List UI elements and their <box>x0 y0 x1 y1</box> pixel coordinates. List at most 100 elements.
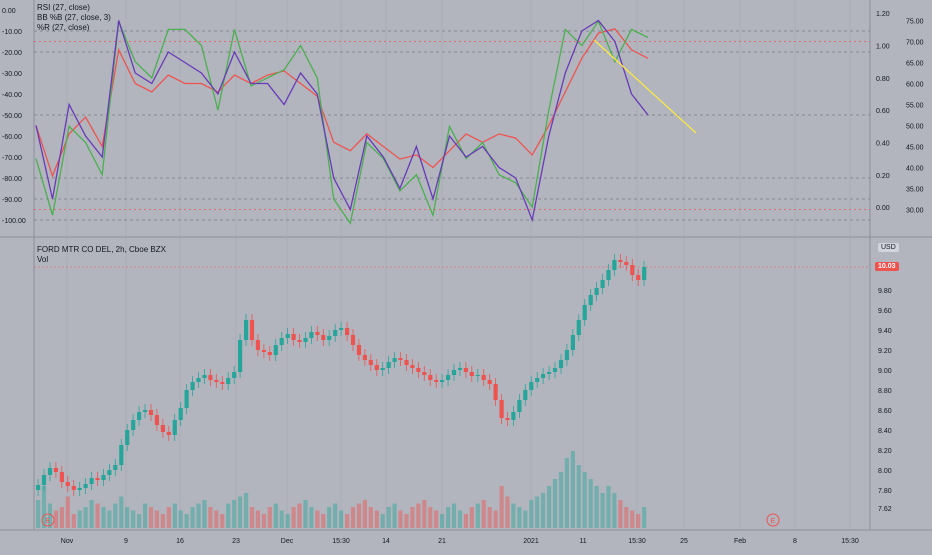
time-axis-label: 15:30 <box>628 538 646 545</box>
candle-body <box>576 320 581 335</box>
volume-bar <box>267 507 272 528</box>
volume-bar <box>588 479 593 528</box>
candle-body <box>172 420 177 435</box>
candle-body <box>552 368 558 372</box>
volume-bar <box>125 507 130 528</box>
earnings-marker <box>41 513 55 527</box>
volume-bar <box>327 507 332 528</box>
candle-body <box>469 372 474 376</box>
candle-body <box>428 375 433 380</box>
volume-bar <box>83 507 88 528</box>
volume-bar <box>172 503 177 528</box>
volume-label[interactable]: Vol <box>37 255 49 264</box>
candle-body <box>89 478 94 484</box>
candle-body <box>529 382 534 390</box>
candle-body <box>380 368 385 370</box>
candle-body <box>53 468 58 472</box>
candle-body <box>249 320 255 340</box>
candle-body <box>327 336 332 340</box>
volume-bar <box>71 514 76 528</box>
candle-body <box>178 408 183 420</box>
left-axis-tick: -50.00 <box>2 113 22 120</box>
volume-bar <box>65 496 70 528</box>
candle-body <box>160 425 165 432</box>
candle-body <box>190 382 195 390</box>
volume-bar <box>160 514 165 528</box>
volume-bar <box>249 507 255 528</box>
volume-bar <box>499 486 504 528</box>
candle-body <box>374 365 379 370</box>
right-axis-rsi-tick: 65.00 <box>906 61 924 68</box>
volume-bar <box>523 510 528 528</box>
price-axis-tick: 9.20 <box>878 348 892 355</box>
candle-body <box>214 380 219 382</box>
volume-bar <box>166 507 171 528</box>
currency-badge[interactable]: USD <box>878 243 899 252</box>
left-axis-tick: -80.00 <box>2 176 22 183</box>
volume-bar <box>47 503 53 528</box>
right-axis-bb-tick: 0.80 <box>876 76 890 83</box>
candle-body <box>267 352 272 355</box>
candle-body <box>244 320 249 340</box>
candle-body <box>297 340 302 342</box>
candle-body <box>481 375 486 380</box>
candle-body <box>386 362 391 368</box>
legend-wr[interactable]: %R (27, close) <box>37 23 90 32</box>
symbol-title[interactable]: FORD MTR CO DEL, 2h, Cboe BZX <box>37 245 166 254</box>
volume-bar <box>487 507 492 528</box>
volume-bar <box>190 507 195 528</box>
volume-bar <box>511 503 516 528</box>
candle-body <box>321 335 326 340</box>
volume-bar <box>59 507 64 528</box>
volume-bar <box>505 496 510 528</box>
candle-body <box>636 275 641 280</box>
time-axis-label: 21 <box>438 538 446 545</box>
volume-bar <box>143 503 148 528</box>
candle-body <box>434 380 439 382</box>
price-axis-tick: 9.40 <box>878 328 892 335</box>
volume-bar <box>244 493 249 528</box>
candle-body <box>36 485 41 490</box>
volume-bar <box>600 493 605 528</box>
volume-bar <box>154 510 159 528</box>
candle-body <box>220 382 225 384</box>
volume-bar <box>434 510 439 528</box>
rsi-line <box>35 28 649 178</box>
candle-body <box>446 375 451 380</box>
volume-bar <box>297 503 302 528</box>
right-axis-rsi-tick: 40.00 <box>906 166 924 173</box>
candle-body <box>333 330 338 336</box>
candle-body <box>416 368 421 372</box>
right-axis-rsi-tick: 45.00 <box>906 145 924 152</box>
candle-body <box>101 475 106 480</box>
volume-bar <box>309 507 314 528</box>
candle-body <box>285 334 290 338</box>
earnings-marker-label: E <box>46 518 51 525</box>
volume-bar <box>410 507 415 528</box>
volume-bar <box>362 500 367 528</box>
legend-rsi[interactable]: RSI (27, close) <box>37 3 90 12</box>
trend-line <box>593 39 697 134</box>
time-axis-label: Dec <box>281 538 294 545</box>
candle-body <box>493 384 498 400</box>
volume-bar <box>255 510 260 528</box>
candle-body <box>392 358 397 362</box>
right-axis-bb-tick: 1.00 <box>876 44 890 51</box>
volume-bar <box>398 510 403 528</box>
candle-body <box>148 410 154 415</box>
volume-bar <box>53 510 58 528</box>
volume-bar <box>517 507 522 528</box>
candle-body <box>65 482 70 486</box>
volume-bar <box>529 500 534 528</box>
volume-bar <box>564 458 569 528</box>
candle-body <box>362 355 367 360</box>
candle-body <box>463 368 468 372</box>
legend-bb[interactable]: BB %B (27, close, 3) <box>37 13 111 22</box>
time-axis-label: 2021 <box>523 538 539 545</box>
volume-bar <box>535 496 540 528</box>
volume-bar <box>582 472 587 528</box>
volume-bar <box>89 500 94 528</box>
volume-bar <box>77 510 82 528</box>
